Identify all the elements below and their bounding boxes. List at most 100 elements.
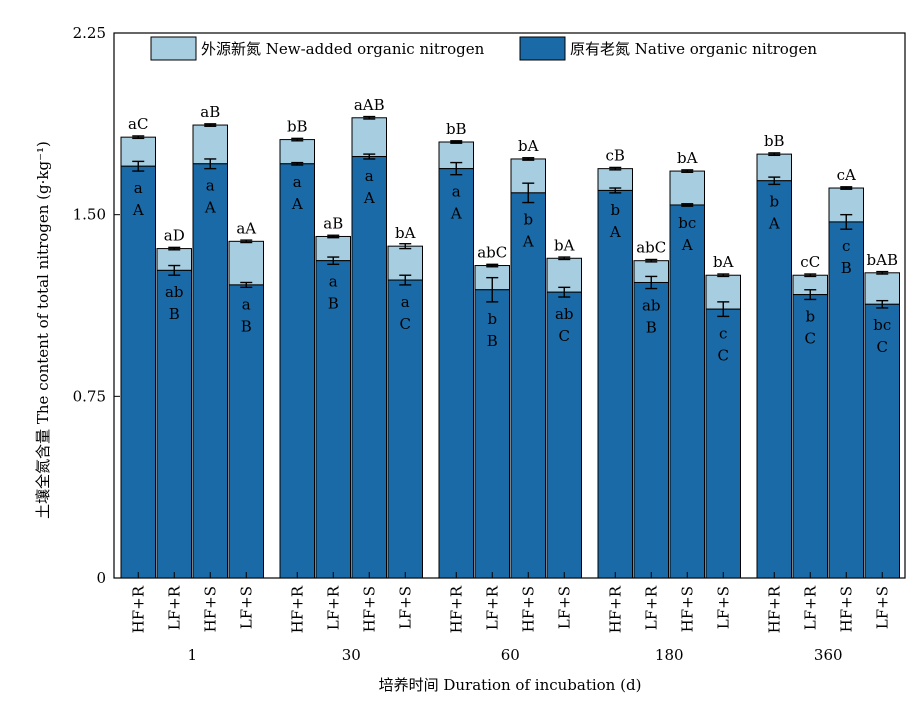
x-category-label: HF+R bbox=[606, 585, 624, 633]
legend-label: 原有老氮 Native organic nitrogen bbox=[570, 40, 817, 58]
bar-top-label: cA bbox=[837, 166, 856, 184]
y-axis-title: 土壤全氮含量 The content of total nitrogen (g·… bbox=[34, 141, 52, 519]
bar-inner-label-lower: a bbox=[206, 177, 215, 195]
bar-inner-label-lower: a bbox=[401, 293, 410, 311]
axes-layer: 0 0.75 1.50 2.25 HF+R LF+R HF+S LF+S HF+R LF+R HF+… bbox=[73, 24, 892, 664]
bar-inner-label-lower: b bbox=[523, 211, 533, 229]
x-category-label: HF+S bbox=[201, 586, 219, 632]
bar-inner-label-upper: C bbox=[718, 346, 729, 364]
bar-segment-new-added bbox=[351, 117, 387, 158]
bar-segment-new-added bbox=[597, 168, 633, 191]
bar-top-label: bA bbox=[395, 224, 416, 242]
bar-segment-native bbox=[474, 289, 510, 579]
x-category-label: LF+S bbox=[555, 586, 573, 629]
bar-inner-label-lower: b bbox=[769, 192, 779, 210]
x-category-label: HF+S bbox=[519, 586, 537, 632]
bar-inner-label-lower: c bbox=[719, 324, 727, 342]
x-category-label: LF+R bbox=[801, 585, 819, 630]
bar-inner-label-lower: a bbox=[242, 295, 251, 313]
bar-top-label: bA bbox=[554, 236, 575, 254]
bar-segment-native bbox=[156, 269, 192, 579]
bar-inner-label-lower: ab bbox=[165, 283, 184, 301]
x-category-label: HF+R bbox=[765, 585, 783, 633]
bar-top-label: aC bbox=[128, 115, 148, 133]
bar-segment-new-added bbox=[192, 124, 228, 165]
bar-segment-new-added bbox=[228, 240, 264, 286]
bar-top-label: cB bbox=[606, 147, 625, 165]
bar-inner-label-upper: B bbox=[487, 332, 498, 350]
bar-segment-native bbox=[351, 156, 387, 579]
x-group-label: 180 bbox=[655, 646, 684, 664]
labels-layer: aCaAaDabBaBaAaAaBbBaAaBaBaABaAbAaCbBaAab… bbox=[128, 96, 898, 365]
bar-inner-label-upper: B bbox=[169, 305, 180, 323]
x-category-label: LF+R bbox=[324, 585, 342, 630]
bar-segment-new-added bbox=[279, 139, 315, 165]
bar-inner-label-upper: C bbox=[805, 329, 816, 347]
bar-segment-native bbox=[756, 180, 792, 579]
bar-inner-label-lower: ab bbox=[642, 297, 661, 315]
bar-inner-label-upper: A bbox=[609, 223, 621, 241]
bar-segment-native bbox=[192, 163, 228, 579]
bar-segment-native bbox=[228, 284, 264, 579]
bar-segment-new-added bbox=[864, 272, 900, 305]
x-category-label: HF+R bbox=[129, 585, 147, 633]
x-group-label: 360 bbox=[814, 646, 843, 664]
bar-inner-label-upper: B bbox=[841, 259, 852, 277]
bar-inner-label-upper: A bbox=[204, 199, 216, 217]
bar-inner-label-lower: bc bbox=[678, 214, 696, 232]
legend: 外源新氮 New-added organic nitrogen 原有老氮 Nati… bbox=[150, 36, 817, 61]
bar-inner-label-upper: C bbox=[877, 338, 888, 356]
bar-inner-label-lower: b bbox=[487, 310, 497, 328]
bar-top-label: bAB bbox=[867, 251, 898, 269]
bar-inner-label-upper: C bbox=[400, 315, 411, 333]
bar-top-label: bA bbox=[713, 253, 734, 271]
bar-top-label: bB bbox=[764, 132, 785, 150]
bar-segment-native bbox=[510, 192, 546, 579]
bar-segment-native bbox=[597, 189, 633, 579]
x-category-label: HF+S bbox=[360, 586, 378, 632]
bar-top-label: aA bbox=[236, 219, 256, 237]
bar-segment-native bbox=[546, 291, 582, 579]
bar-inner-label-lower: a bbox=[329, 272, 338, 290]
bar-inner-label-lower: a bbox=[365, 167, 374, 185]
bar-top-label: cC bbox=[800, 253, 820, 271]
bar-inner-label-upper: A bbox=[291, 195, 303, 213]
bar-top-label: bB bbox=[446, 120, 467, 138]
x-category-label: LF+R bbox=[483, 585, 501, 630]
bar-inner-label-upper: A bbox=[681, 236, 693, 254]
bar-top-label: abC bbox=[636, 239, 666, 257]
bar-top-label: bB bbox=[287, 118, 308, 136]
bar-inner-label-upper: A bbox=[132, 201, 144, 219]
bar-top-label: bA bbox=[677, 149, 698, 167]
x-axis-title: 培养时间 Duration of incubation (d) bbox=[379, 676, 642, 694]
y-tick-label: 1.50 bbox=[73, 206, 106, 224]
legend-swatch bbox=[150, 36, 197, 61]
bar-inner-label-upper: B bbox=[328, 294, 339, 312]
x-category-label: HF+R bbox=[447, 585, 465, 633]
y-tick-label: 2.25 bbox=[73, 24, 106, 42]
bar-inner-label-lower: c bbox=[842, 237, 850, 255]
x-category-label: LF+R bbox=[165, 585, 183, 630]
bar-inner-label-lower: a bbox=[134, 179, 143, 197]
x-category-label: LF+S bbox=[396, 586, 414, 629]
bar-top-label: bA bbox=[518, 137, 539, 155]
legend-label: 外源新氮 New-added organic nitrogen bbox=[201, 40, 485, 58]
bar-inner-label-lower: b bbox=[805, 307, 815, 325]
x-group-label: 1 bbox=[187, 646, 197, 664]
bar-top-label: aB bbox=[200, 103, 220, 121]
bar-top-label: abC bbox=[477, 244, 507, 262]
x-group-label: 60 bbox=[501, 646, 520, 664]
bar-inner-label-upper: A bbox=[450, 205, 462, 223]
bar-segment-native bbox=[279, 163, 315, 579]
bar-segment-native bbox=[120, 165, 156, 579]
bar-segment-new-added bbox=[546, 257, 582, 293]
bar-segment-new-added bbox=[669, 170, 705, 206]
bar-top-label: aAB bbox=[354, 96, 385, 114]
bar-inner-label-lower: a bbox=[452, 183, 461, 201]
x-category-label: HF+S bbox=[678, 586, 696, 632]
bar-inner-label-lower: a bbox=[293, 173, 302, 191]
x-category-label: LF+S bbox=[873, 586, 891, 629]
bar-segment-native bbox=[315, 260, 351, 579]
bar-inner-label-upper: B bbox=[646, 319, 657, 337]
